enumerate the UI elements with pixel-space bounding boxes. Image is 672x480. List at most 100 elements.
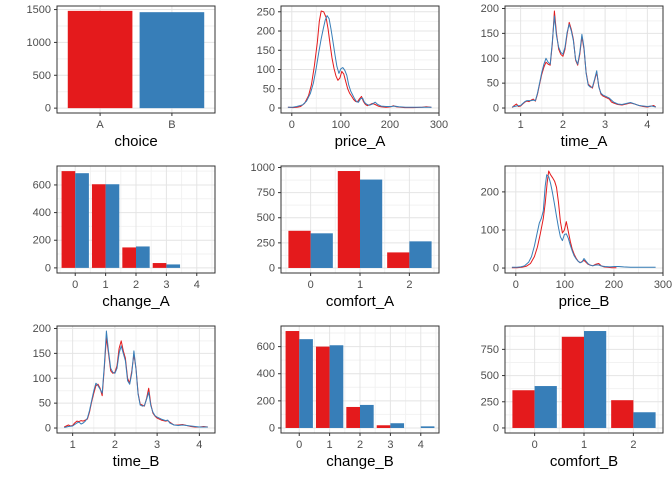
chart-change-b: 0 200 400 600 0 1 2 3 4 change_B (257, 325, 440, 470)
bar-blue (105, 184, 120, 268)
y-tick-label: 1000 (251, 162, 275, 174)
y-tick-label: 150 (481, 28, 499, 40)
y-tick-label: 0 (493, 422, 499, 434)
x-tick-label: 1 (581, 439, 587, 451)
x-tick-label: 2 (357, 439, 363, 451)
chart-time-b: 0 50 100 150 200 1 2 3 4 time_B (33, 323, 216, 470)
x-tick-label: 1 (327, 439, 333, 451)
x-tick-label: 0 (308, 279, 314, 291)
x-tick-label: 1 (357, 279, 363, 291)
grid-major (281, 6, 439, 113)
y-tick-label: 200 (33, 323, 51, 335)
chart-comfort-a: 0 250 500 750 1000 0 1 2 comfort_A (251, 162, 440, 310)
x-axis-title: change_A (102, 293, 170, 310)
bar-blue (299, 339, 313, 428)
x-tick-label: 100 (332, 119, 350, 131)
y-tick-label: 100 (257, 64, 275, 76)
x-tick-label: 1 (70, 439, 76, 451)
bar-red (67, 10, 133, 109)
bar-blue (534, 386, 557, 428)
grid-minor (57, 326, 215, 433)
bar-red (288, 230, 311, 268)
panel-price-a: 0 50 100 150 200 250 0 100 200 300 price_A (224, 0, 448, 160)
bar-blue (139, 12, 205, 109)
axes: 0 50 100 150 200 1 2 3 4 (481, 3, 651, 131)
y-tick-label: 150 (257, 45, 275, 57)
x-tick-label: 0 (532, 439, 538, 451)
series-line-blue (64, 330, 208, 428)
y-tick-label: 750 (257, 187, 275, 199)
bar-blue (584, 331, 607, 428)
x-tick-label: 300 (430, 119, 448, 131)
x-tick-label: 2 (112, 439, 118, 451)
y-tick-label: 0 (493, 263, 499, 275)
x-tick-label: 4 (194, 279, 200, 291)
axes: 0 250 500 750 1000 0 1 2 (251, 162, 413, 291)
chart-time-a: 0 50 100 150 200 1 2 3 4 time_A (481, 3, 664, 150)
x-tick-label: 2 (560, 119, 566, 131)
data-marks (285, 331, 435, 428)
chart-comfort-b: 0 250 500 750 0 1 2 comfort_B (481, 325, 664, 470)
panel-border (280, 5, 440, 114)
bar-blue (390, 423, 405, 428)
bar-red (152, 263, 167, 268)
bar-red (337, 171, 360, 268)
y-tick-label: 0 (45, 262, 51, 274)
panel-border (504, 165, 664, 274)
x-axis-title: price_B (559, 293, 610, 310)
series-line-blue (511, 174, 656, 268)
x-tick-label: 0 (513, 279, 519, 291)
axes: 0 50 100 150 200 1 2 3 4 (33, 323, 203, 451)
y-tick-label: 500 (33, 70, 51, 82)
x-tick-label: 0 (296, 439, 302, 451)
x-tick-label: 2 (406, 279, 412, 291)
bar-blue (329, 345, 344, 428)
x-tick-label: 4 (644, 119, 650, 131)
series-line-blue (512, 15, 656, 108)
bar-red (561, 336, 584, 428)
data-marks (288, 171, 432, 268)
panel-change-a: 0 200 400 600 0 1 2 3 4 change_A (0, 160, 224, 320)
axes: 0 500 1000 1500 A B (27, 4, 176, 131)
y-tick-label: 0 (269, 422, 275, 434)
data-marks (511, 170, 656, 269)
y-tick-label: 750 (481, 344, 499, 356)
chart-change-a: 0 200 400 600 0 1 2 3 4 change_A (33, 165, 216, 310)
y-tick-label: 1000 (27, 37, 51, 49)
panel-price-b: 0 100 200 0 100 200 300 price_B (448, 160, 672, 320)
x-axis-title: comfort_A (326, 293, 394, 310)
bar-blue (75, 173, 89, 268)
y-tick-label: 600 (257, 341, 275, 353)
bar-red (285, 331, 300, 428)
y-tick-label: 150 (33, 348, 51, 360)
data-marks (61, 171, 181, 268)
y-tick-label: 100 (33, 373, 51, 385)
axes: 0 200 400 600 0 1 2 3 4 (257, 341, 424, 451)
panel-border (504, 5, 664, 114)
y-tick-label: 50 (39, 398, 51, 410)
y-tick-label: 0 (269, 102, 275, 114)
bar-blue (409, 241, 432, 268)
bar-red (61, 171, 76, 268)
series-line-red (287, 10, 432, 109)
grid-major (505, 6, 663, 113)
y-tick-label: 100 (481, 224, 499, 236)
x-tick-label: 0 (72, 279, 78, 291)
y-tick-label: 0 (493, 103, 499, 115)
x-axis-title: time_A (561, 133, 608, 150)
axes: 0 250 500 750 0 1 2 (481, 344, 637, 451)
panel-comfort-a: 0 250 500 750 1000 0 1 2 comfort_A (224, 160, 448, 320)
x-tick-label: B (168, 119, 175, 131)
x-tick-label: 200 (381, 119, 399, 131)
bar-red (346, 406, 360, 428)
x-tick-label: A (96, 119, 104, 131)
y-tick-label: 100 (481, 53, 499, 65)
bar-red (387, 252, 410, 268)
y-tick-label: 0 (269, 262, 275, 274)
x-tick-label: 0 (289, 119, 295, 131)
data-marks (512, 331, 656, 428)
bar-blue (360, 404, 374, 428)
bar-red (512, 390, 535, 428)
x-tick-label: 4 (196, 439, 202, 451)
